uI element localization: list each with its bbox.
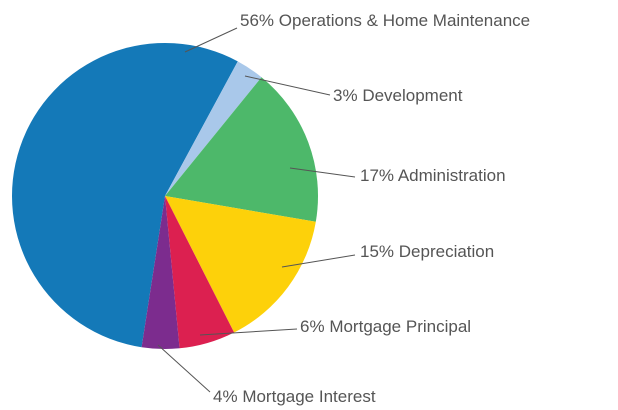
slice-category-label: Mortgage Interest [242, 387, 376, 406]
leader-line [184, 27, 238, 53]
slice-category-label: Depreciation [399, 242, 494, 261]
slice-value-label: 4% [213, 387, 238, 406]
slice-value-label: 56% [240, 11, 274, 30]
slice-value-label: 15% [360, 242, 394, 261]
slice-category-label: Development [362, 86, 462, 105]
pie-slice [165, 77, 318, 222]
slice-label: 15% Depreciation [360, 242, 494, 261]
leader-line [199, 328, 298, 336]
pie-slice [165, 196, 235, 349]
pie-slice [165, 196, 316, 333]
slice-value-label: 17% [360, 166, 394, 185]
pie-slice [165, 61, 262, 196]
slice-label: 56% Operations & Home Maintenance [240, 11, 530, 30]
slice-label: 3% Development [333, 86, 463, 105]
slice-label: 6% Mortgage Principal [300, 317, 471, 336]
slice-label: 17% Administration [360, 166, 506, 185]
slice-category-label: Mortgage Principal [329, 317, 471, 336]
slice-category-label: Administration [398, 166, 506, 185]
leader-line [157, 344, 211, 393]
slice-value-label: 6% [300, 317, 325, 336]
pie-slice [141, 196, 180, 350]
slice-label: 4% Mortgage Interest [213, 387, 376, 406]
pie-slice [11, 42, 238, 348]
leader-line [289, 167, 356, 178]
slice-category-label: Operations & Home Maintenance [279, 11, 530, 30]
leader-line [244, 75, 331, 96]
leader-line [281, 254, 356, 268]
slice-value-label: 3% [333, 86, 358, 105]
